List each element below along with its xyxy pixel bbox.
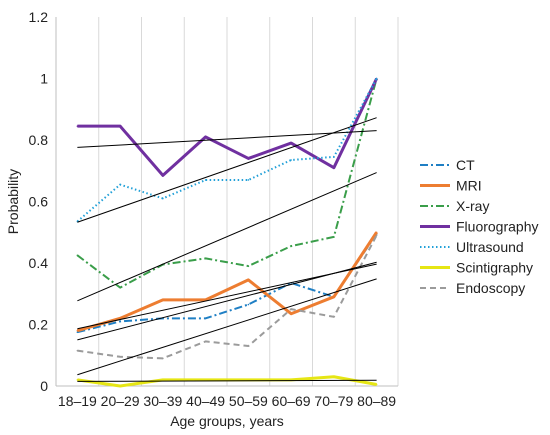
legend-label: Ultrasound [456,239,524,255]
data-point [119,320,121,323]
data-point [204,257,207,260]
data-point [375,77,378,80]
legend-label: X-ray [456,198,489,214]
series-line [77,234,378,360]
data-point [119,385,121,387]
data-point [247,345,250,347]
trendline [77,278,377,376]
series-layer [76,77,378,388]
trend-layer [77,117,377,382]
data-point [333,296,335,298]
y-tick-label: 0.2 [29,317,49,333]
data-point [333,316,335,318]
series-line [77,77,378,177]
data-point [247,303,250,306]
data-point [290,308,292,310]
data-point [162,379,164,381]
trendline [77,263,377,330]
legend-label: Scintigraphy [456,260,533,276]
data-point [76,379,79,381]
data-point [247,279,250,281]
data-point [290,159,292,161]
data-point [375,383,378,386]
data-point [119,125,121,127]
data-point [119,183,121,186]
data-point [290,312,292,315]
data-point [290,142,292,144]
data-point [162,174,164,177]
trendline [77,172,377,302]
data-point [247,157,250,160]
x-tick-label: 40–49 [186,393,225,409]
data-point [333,375,335,378]
data-point [333,166,335,169]
data-point [76,125,79,127]
series-line [76,231,378,333]
data-point [247,179,250,181]
x-tick-label: 30–39 [143,393,182,409]
grid-layer [55,17,399,386]
data-point [119,355,121,358]
y-tick-label: 0.4 [29,255,49,271]
y-tick-label: 1 [40,71,48,87]
data-point [76,349,79,352]
data-point [204,299,207,301]
legend-label: Fluorography [456,219,539,235]
series-line [76,78,378,289]
data-point [204,340,207,343]
x-tick-label: 18–19 [58,393,97,409]
x-tick-label: 60–69 [272,393,311,409]
y-tick-label: 0.6 [29,194,49,210]
data-point [76,329,79,332]
trendline [77,130,377,148]
data-point [375,231,378,234]
data-point [162,357,164,360]
y-tick-label: 0 [40,378,48,394]
series-line [76,78,378,223]
x-tick-label: 50–59 [229,393,268,409]
data-point [333,156,335,158]
data-point [162,197,164,200]
y-tick-label: 1.2 [29,9,49,25]
data-point [290,245,292,247]
data-point [119,317,121,320]
data-point [162,299,164,301]
legend-label: MRI [456,178,482,194]
data-point [204,317,207,320]
data-point [204,136,207,138]
trendline [77,379,377,382]
y-tick-label: 0.8 [29,132,49,148]
x-tick-label: 70–79 [314,393,353,409]
legend-label: Endoscopy [456,280,525,296]
data-point [204,379,207,381]
legend-label: CT [456,157,475,173]
data-point [119,286,121,289]
legend: CT MRI X-ray Fluorography Ultrasound Scintigr… [420,157,539,296]
x-tick-label: 20–29 [101,393,140,409]
data-point [76,254,79,257]
axis-layer: 0 0.2 0.4 0.6 0.8 1 1.2 18–19 20–29 30–39 40–49 50–… [29,9,398,409]
data-point [204,179,207,181]
data-point [247,265,250,267]
trendline [77,117,377,223]
y-axis-label: Probability [5,169,21,234]
x-axis-label: Age groups, years [170,413,284,429]
x-tick-label: 80–89 [357,393,396,409]
data-point [375,234,378,237]
data-point [333,236,335,238]
series-line [77,375,377,388]
